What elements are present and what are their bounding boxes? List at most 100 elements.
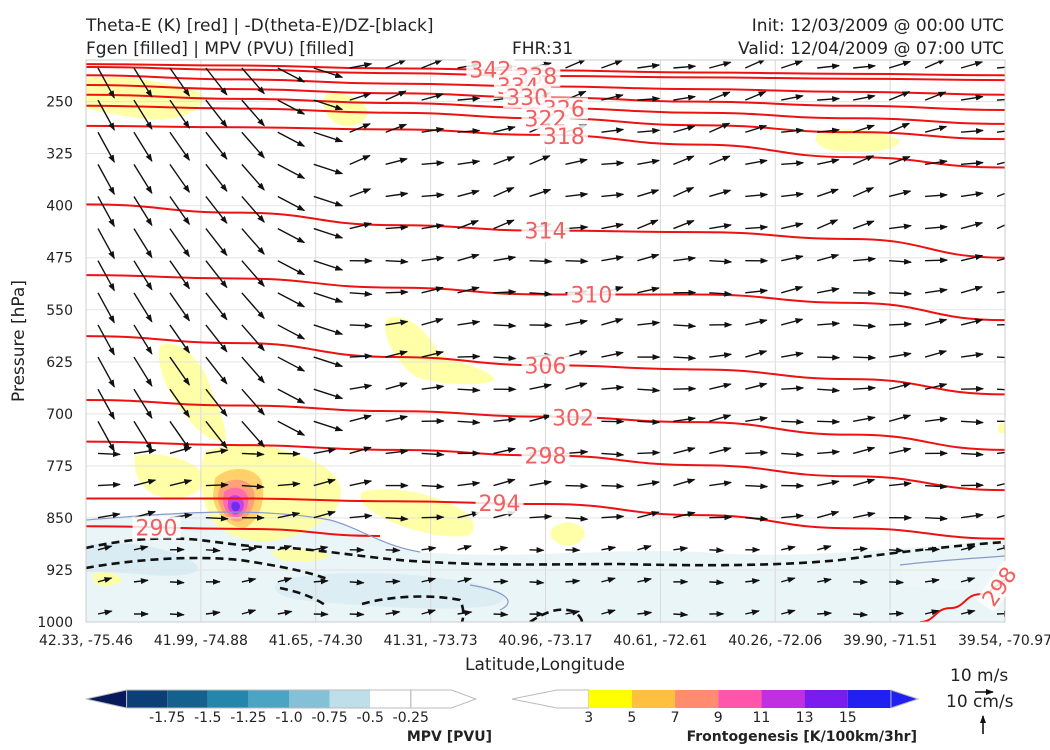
wind-arrow <box>565 158 588 166</box>
wind-arrow <box>313 260 344 271</box>
y-tick-label: 850 <box>46 511 73 527</box>
mpv-colorbar-title: MPV [PVU] <box>407 729 492 745</box>
wind-arrow <box>637 387 661 394</box>
wind-arrow <box>960 191 984 198</box>
wind-arrow <box>709 61 732 69</box>
wind-arrow <box>457 544 473 551</box>
colorbar-swatch <box>370 690 411 708</box>
wind-arrow <box>241 196 265 223</box>
wind-arrow <box>97 420 115 453</box>
wind-arrow <box>457 419 481 426</box>
wind-arrow <box>385 90 407 101</box>
wind-arrow <box>457 577 473 584</box>
wind-arrow <box>960 128 984 134</box>
wind-arrow <box>97 545 113 551</box>
wind-arrow <box>205 196 228 225</box>
wind-arrow <box>709 189 732 198</box>
wind-arrow <box>205 324 228 353</box>
wind-arrow <box>313 510 336 519</box>
x-tick-label: 40.26, -72.06 <box>728 633 822 649</box>
y-tick-label: 550 <box>46 303 73 319</box>
wind-arrow <box>421 255 445 262</box>
wind-arrow <box>853 63 877 70</box>
wind-arrow <box>133 99 153 130</box>
wind-arrow <box>421 609 437 615</box>
wind-arrow <box>169 292 190 322</box>
colorbar-tick: -1.0 <box>275 710 302 726</box>
wind-arrow <box>960 352 984 358</box>
wind-arrow <box>817 510 840 519</box>
wind-arrow <box>709 122 731 133</box>
wind-arrow <box>205 388 228 417</box>
wind-arrow <box>565 191 589 198</box>
valid-time: Valid: 12/04/2009 @ 07:00 UTC <box>738 39 1004 59</box>
wind-arrow <box>133 131 153 162</box>
wind-arrow <box>277 511 301 519</box>
wind-arrow <box>565 609 581 616</box>
wind-arrow <box>996 356 1005 359</box>
wind-arrow <box>241 99 265 127</box>
x-tick-label: 41.65, -74.30 <box>269 633 363 649</box>
wind-arrow <box>996 290 1005 294</box>
wind-arrow <box>745 415 768 422</box>
wind-arrow <box>673 186 695 198</box>
wind-arrow <box>924 350 948 358</box>
wind-arrow <box>277 99 306 115</box>
wind-arrow <box>169 611 185 618</box>
wind-arrow <box>313 545 329 552</box>
wind-arrow <box>853 385 877 392</box>
contour-label-bg <box>503 85 552 108</box>
wind-arrow <box>817 63 841 70</box>
wind-arrow <box>349 154 371 165</box>
wind-arrow <box>205 260 228 289</box>
wind-arrow <box>133 448 157 455</box>
wind-arrow <box>996 514 1005 519</box>
wind-arrow <box>385 258 409 265</box>
wind-arrow <box>637 286 660 294</box>
mpv-colorbar: -1.75 -1.5 -1.25 -1.0 -0.75 -0.5 -0.25 <box>85 689 478 726</box>
wind-arrow <box>781 285 804 294</box>
wind-arrow <box>996 257 1005 262</box>
wind-arrow <box>205 356 228 385</box>
wind-arrow <box>349 290 373 297</box>
wind-arrow <box>421 577 437 584</box>
wind-arrow <box>637 419 661 426</box>
wind-arrow <box>421 192 445 199</box>
wind-arrow <box>169 446 193 455</box>
wind-arrow <box>745 483 769 490</box>
wind-arrow <box>925 483 949 490</box>
wind-arrow <box>169 163 190 194</box>
wind-arrow <box>709 446 732 455</box>
wind-arrow <box>853 546 869 553</box>
wind-arrow <box>313 67 344 78</box>
wind-arrow <box>385 609 401 616</box>
wind-arrow <box>133 163 153 195</box>
wind-arrow <box>529 155 551 165</box>
wind-arrow <box>673 63 697 70</box>
wind-arrow <box>888 60 912 69</box>
colorbar-tick: -0.5 <box>357 710 384 726</box>
wind-arrow <box>97 99 115 131</box>
wind-arrow <box>457 286 480 294</box>
wind-arrow <box>133 356 153 387</box>
wind-arrow <box>313 292 344 303</box>
wind-arrow <box>709 382 732 390</box>
wind-arrow <box>421 286 444 294</box>
wind-arrow <box>385 289 409 296</box>
x-tick-label: 42.33, -75.46 <box>39 633 133 649</box>
wind-arrow <box>169 356 190 386</box>
wind-arrow <box>673 155 695 166</box>
wind-arrow <box>817 127 841 134</box>
colorbar-tick: 3 <box>584 710 593 726</box>
wind-arrow <box>205 99 228 128</box>
wind-arrow <box>385 382 408 390</box>
wind-arrow <box>241 228 265 255</box>
wind-arrow <box>637 189 660 198</box>
wind-arrow <box>637 320 661 327</box>
wind-arrow <box>133 260 153 291</box>
y-tick-label: 925 <box>46 563 73 579</box>
wind-arrow <box>349 611 365 618</box>
wind-arrow <box>205 610 221 617</box>
wind-arrow <box>277 356 306 372</box>
